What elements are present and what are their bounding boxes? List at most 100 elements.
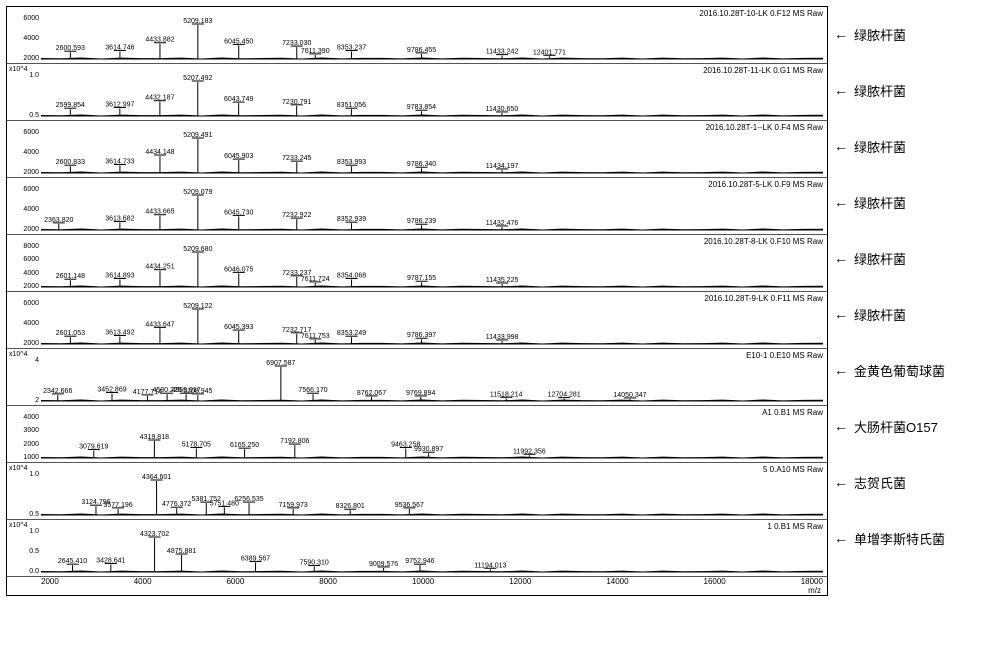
spectrum-panel: 2016.10.28T-10-LK 0.F12 MS Raw6000400020… <box>7 7 827 64</box>
x-axis-label: m/z <box>808 586 821 595</box>
y-tick-label: 1000 <box>9 454 39 462</box>
arrow-icon: ← <box>834 306 848 322</box>
arrow-icon: ← <box>834 362 848 378</box>
organism-name: 绿脓杆菌 <box>854 193 906 212</box>
y-tick-label: 6000 <box>9 300 39 308</box>
y-tick-label: 0.5 <box>9 548 39 556</box>
spectrum-panel: 2016.10.28T-1--LK 0.F4 MS Raw60004000200… <box>7 121 827 178</box>
y-tick-label: 4000 <box>9 206 39 214</box>
spectrum-panel: 2016.10.28T-9-LK 0.F11 MS Raw60004000200… <box>7 292 827 349</box>
spectrum-panel: 2016.10.28T-5-LK 0.F9 MS Raw600040002000… <box>7 178 827 235</box>
ms-spectra-figure: 2016.10.28T-10-LK 0.F12 MS Raw6000400020… <box>6 6 994 596</box>
y-tick-label: 2000 <box>9 169 39 177</box>
organism-row: ← 大肠杆菌O157 <box>834 398 994 454</box>
spectra-stack: 2016.10.28T-10-LK 0.F12 MS Raw6000400020… <box>6 6 828 596</box>
plot-area: 3079.6194319.8185178.7056165.2507192.806… <box>41 412 823 460</box>
y-tick-label: 4000 <box>9 149 39 157</box>
y-tick-label: 4000 <box>9 270 39 278</box>
organism-row: ← 志贺氏菌 <box>834 454 994 510</box>
y-ticks: 8000 6000 4000 2000 <box>9 243 39 291</box>
y-ticks: 1.0 0.5 <box>9 72 39 120</box>
spectrum-panel: 2016.10.28T-8-LK 0.F10 MS Raw80006000400… <box>7 235 827 292</box>
y-tick-label: 2000 <box>9 226 39 234</box>
y-tick-label: 0.5 <box>9 112 39 120</box>
arrow-icon: ← <box>834 418 848 434</box>
y-tick-label: 0.0 <box>9 568 39 576</box>
spectrum-panel: A1 0.B1 MS Raw40003000200010003079.61943… <box>7 406 827 463</box>
spectrum-panel: 5 0.A10 MS Rawx10^41.00.53124.7963577.19… <box>7 463 827 520</box>
plot-area: 2342.6663452.8694177.7144580.2254969.017… <box>41 355 823 403</box>
organism-row: ← 绿脓杆菌 <box>834 6 994 62</box>
y-ticks: 6000 4000 2000 <box>9 186 39 234</box>
x-axis: 2000 4000 6000 8000 10000 12000 14000 16000 1800… <box>7 577 827 595</box>
arrow-icon: ← <box>834 474 848 490</box>
y-tick-label: 2 <box>9 397 39 405</box>
y-tick-label: 4000 <box>9 320 39 328</box>
y-tick-label: 2000 <box>9 340 39 348</box>
organism-name: 金黄色葡萄球菌 <box>854 361 945 380</box>
y-tick-label: 0.5 <box>9 511 39 519</box>
x-tick-label: 2000 <box>41 577 59 586</box>
y-tick-label: 4 <box>9 357 39 365</box>
x-tick-label: 6000 <box>226 577 244 586</box>
plot-area: 2601.1483614.8934434.2515209.6806046.075… <box>41 241 823 289</box>
y-tick-label: 6000 <box>9 256 39 264</box>
organism-name: 绿脓杆菌 <box>854 137 906 156</box>
y-tick-label: 1.0 <box>9 528 39 536</box>
arrow-icon: ← <box>834 250 848 266</box>
y-ticks: 6000 4000 2000 <box>9 129 39 177</box>
x-tick-label: 18000 <box>801 577 823 586</box>
organism-name: 绿脓杆菌 <box>854 25 906 44</box>
plot-area: 2645.4103428.6414323.7024875.8816389.567… <box>41 526 823 574</box>
arrow-icon: ← <box>834 530 848 546</box>
plot-area: 2600.8333614.7334434.1485209.4916045.903… <box>41 127 823 175</box>
organism-name: 绿脓杆菌 <box>854 249 906 268</box>
organism-row: ← 金黄色葡萄球菌 <box>834 342 994 398</box>
organism-row: ← 绿脓杆菌 <box>834 174 994 230</box>
organism-row: ← 绿脓杆菌 <box>834 118 994 174</box>
spectrum-panel: 2016.10.28T-11-LK 0.G1 MS Rawx10^41.00.5… <box>7 64 827 121</box>
plot-area: 3124.7963577.1964364.6014776.3725381.752… <box>41 469 823 517</box>
organism-name: 绿脓杆菌 <box>854 305 906 324</box>
plot-area: 2600.5933614.7464433.8825209.1836045.450… <box>41 13 823 61</box>
spectrum-panel: 1 0.B1 MS Rawx10^41.00.50.02645.4103428.… <box>7 520 827 577</box>
x-ticks: 2000 4000 6000 8000 10000 12000 14000 16000 1800… <box>41 577 823 586</box>
y-ticks: 6000 4000 2000 <box>9 15 39 63</box>
organism-name: 单增李斯特氏菌 <box>854 529 945 548</box>
y-tick-label: 6000 <box>9 186 39 194</box>
y-tick-label: 2000 <box>9 283 39 291</box>
plot-area: 2363.8203613.6824433.6655209.0796045.730… <box>41 184 823 232</box>
y-tick-label: 1.0 <box>9 471 39 479</box>
x-tick-label: 16000 <box>704 577 726 586</box>
organism-name: 志贺氏菌 <box>854 473 906 492</box>
arrow-icon: ← <box>834 138 848 154</box>
y-tick-label: 4000 <box>9 35 39 43</box>
arrow-icon: ← <box>834 82 848 98</box>
x-tick-label: 14000 <box>606 577 628 586</box>
y-ticks: 6000 4000 2000 <box>9 300 39 348</box>
arrow-icon: ← <box>834 26 848 42</box>
y-tick-label: 2000 <box>9 55 39 63</box>
y-tick-label: 4000 <box>9 414 39 422</box>
x-tick-label: 12000 <box>509 577 531 586</box>
x-tick-label: 10000 <box>412 577 434 586</box>
y-tick-label: 3000 <box>9 427 39 435</box>
organism-row: ← 单增李斯特氏菌 <box>834 510 994 566</box>
y-ticks: 1.0 0.5 0.0 <box>9 528 39 576</box>
y-tick-label: 8000 <box>9 243 39 251</box>
plot-area: 2601.0533613.4924433.6475209.1226045.393… <box>41 298 823 346</box>
y-tick-label: 6000 <box>9 15 39 23</box>
arrow-icon: ← <box>834 194 848 210</box>
organism-name: 大肠杆菌O157 <box>854 417 938 436</box>
y-ticks: 1.0 0.5 <box>9 471 39 519</box>
y-tick-label: 1.0 <box>9 72 39 80</box>
plot-area: 2599.8543612.9974432.1875207.4926043.749… <box>41 70 823 118</box>
x-tick-label: 4000 <box>134 577 152 586</box>
organism-name: 绿脓杆菌 <box>854 81 906 100</box>
y-ticks: 4000 3000 2000 1000 <box>9 414 39 462</box>
y-tick-label: 6000 <box>9 129 39 137</box>
y-ticks: 42 <box>9 357 39 405</box>
organism-labels: ← 绿脓杆菌 ← 绿脓杆菌 ← 绿脓杆菌 ← 绿脓杆菌 ← 绿脓杆菌 ← 绿脓杆菌 ← 金黄色葡萄球菌 ← 大… <box>834 6 994 596</box>
y-tick-label: 2000 <box>9 441 39 449</box>
x-tick-label: 8000 <box>319 577 337 586</box>
